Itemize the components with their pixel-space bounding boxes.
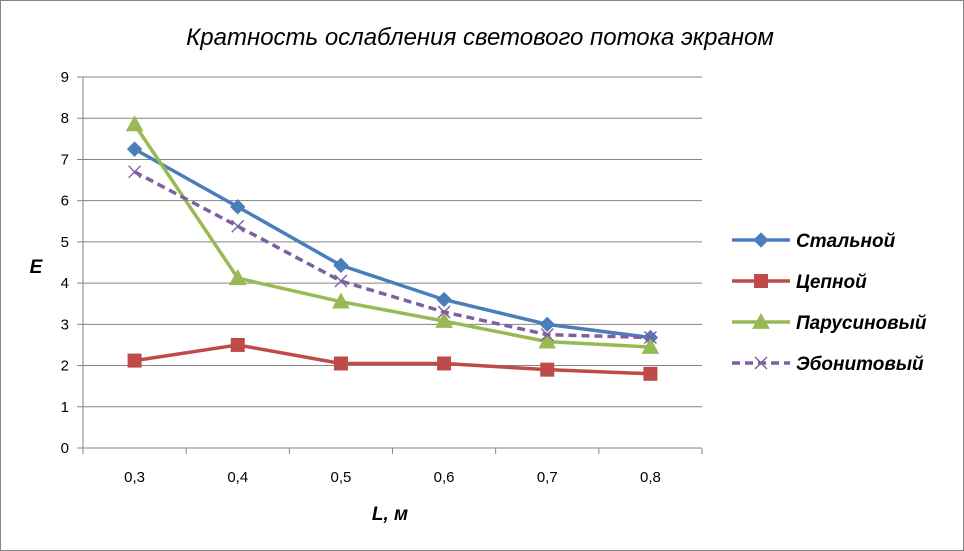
x-tick-label: 0,7 xyxy=(537,469,558,486)
gridlines xyxy=(83,76,702,408)
legend-label: Парусиновый xyxy=(796,313,927,334)
data-point xyxy=(125,115,144,132)
data-point xyxy=(128,165,142,179)
legend-label: Стальной xyxy=(796,231,896,252)
y-tick-label: 6 xyxy=(61,193,69,210)
y-tick-label: 8 xyxy=(61,110,69,127)
legend-label: Эбонитовый xyxy=(796,354,924,375)
data-point xyxy=(643,331,657,345)
series-1 xyxy=(126,141,659,346)
y-tick-label: 5 xyxy=(61,234,69,251)
data-point xyxy=(436,291,452,308)
y-tick-label: 0 xyxy=(61,440,69,457)
data-point xyxy=(231,219,245,233)
data-point xyxy=(641,337,660,354)
data-point xyxy=(334,274,348,288)
series-lines xyxy=(125,115,660,381)
data-point xyxy=(643,366,658,381)
data-point xyxy=(333,257,349,274)
data-point xyxy=(437,305,451,319)
series-2 xyxy=(127,337,658,381)
legend-marker xyxy=(753,232,769,248)
y-tick-label: 4 xyxy=(61,275,69,292)
data-point xyxy=(230,199,246,215)
data-point xyxy=(540,328,554,342)
series-line xyxy=(133,170,651,340)
data-point xyxy=(332,292,350,309)
data-point xyxy=(228,269,247,286)
legend-entry: Стальной xyxy=(732,231,896,252)
legend-marker xyxy=(754,274,768,288)
chart-title: Кратность ослабления светового потока эк… xyxy=(186,24,774,51)
series-3 xyxy=(125,115,660,354)
y-axis-title: E xyxy=(30,257,44,278)
legend-entry: Парусиновый xyxy=(732,312,927,334)
x-tick-label: 0,6 xyxy=(434,469,455,486)
y-tick-label: 2 xyxy=(61,358,69,375)
series-4 xyxy=(128,165,657,345)
y-tick-label: 1 xyxy=(61,399,69,416)
axes xyxy=(77,76,703,454)
series-line xyxy=(133,147,651,340)
data-point xyxy=(540,362,555,377)
data-point xyxy=(333,356,348,371)
y-tick-label: 3 xyxy=(61,316,69,333)
data-point xyxy=(437,356,452,371)
x-axis-title: L, м xyxy=(372,504,408,525)
legend-entry: Эбонитовый xyxy=(732,354,924,375)
legend-marker xyxy=(754,356,768,370)
x-tick-labels: 0,3 0,4 0,5 0,6 0,7 0,8 xyxy=(124,469,661,486)
data-point xyxy=(539,316,555,333)
legend-entry: Цепной xyxy=(732,272,867,293)
y-tick-label: 7 xyxy=(61,151,69,168)
data-point xyxy=(126,141,143,157)
y-tick-label: 9 xyxy=(61,69,69,86)
x-tick-label: 0,3 xyxy=(124,469,145,486)
data-point xyxy=(538,332,557,349)
data-point xyxy=(230,337,245,352)
x-tick-label: 0,5 xyxy=(330,469,351,486)
x-tick-label: 0,8 xyxy=(640,469,661,486)
legend-marker xyxy=(752,312,770,329)
legend: Стальной Цепной Парусиновый Эбонитовый xyxy=(732,231,927,375)
y-tick-labels: 0 1 2 3 4 5 6 7 8 9 xyxy=(61,69,69,457)
x-tick-label: 0,4 xyxy=(227,469,248,486)
data-point xyxy=(435,312,453,328)
series-line xyxy=(134,343,651,376)
legend-label: Цепной xyxy=(796,272,867,293)
series-line xyxy=(133,123,651,349)
data-point xyxy=(127,353,142,368)
